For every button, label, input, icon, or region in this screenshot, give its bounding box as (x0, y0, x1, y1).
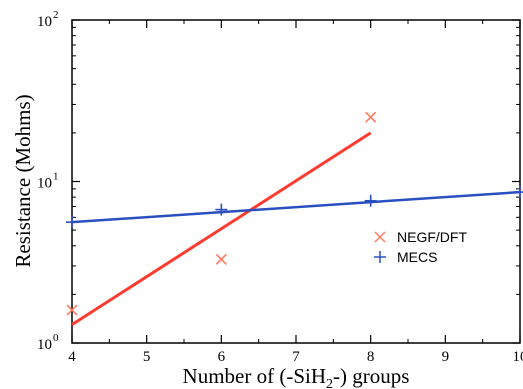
y-tick-exponent: 0 (53, 332, 59, 344)
x-axis-title: Number of (-SiH2-) groups (183, 364, 410, 389)
fit-line-negf (71, 131, 372, 326)
x-tick-label: 4 (68, 349, 76, 365)
x-tick-label: 7 (292, 349, 300, 365)
legend-label-negf: NEGF/DFT (397, 229, 467, 245)
x-tick-label: 10 (513, 349, 523, 365)
data-point-negf (66, 304, 78, 316)
y-tick-exponent: 2 (53, 9, 59, 21)
y-tick-exponent: 1 (53, 171, 59, 183)
y-tick-label: 10 (37, 14, 52, 30)
axis-ticks: 45678910100101102 (37, 9, 523, 365)
x-tick-label: 8 (367, 349, 375, 365)
y-tick-label: 10 (37, 337, 52, 353)
legend-marker-negf (374, 231, 386, 243)
data-point-mecs (514, 186, 523, 199)
fit-line-mecs (71, 190, 521, 224)
legend: NEGF/DFT MECS (374, 229, 467, 265)
y-axis-title: Resistance (Mohms) (11, 94, 35, 267)
data-point-negf (215, 253, 227, 265)
data-point-negf (365, 111, 377, 123)
data-point-mecs (66, 216, 78, 229)
x-tick-label: 6 (218, 349, 226, 365)
series-layer (66, 111, 523, 326)
x-tick-label: 9 (442, 349, 450, 365)
data-point-mecs (364, 194, 377, 207)
legend-label-mecs: MECS (397, 249, 437, 265)
y-tick-label: 10 (37, 176, 52, 192)
data-point-mecs (215, 203, 228, 216)
x-tick-label: 5 (143, 349, 151, 365)
legend-marker-mecs (374, 251, 386, 263)
